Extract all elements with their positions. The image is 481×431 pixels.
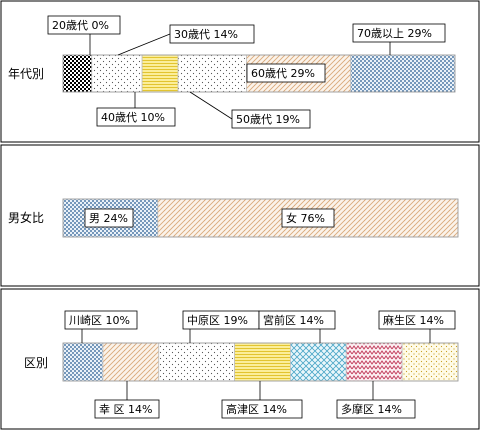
bar-segment-0-5 [350,54,456,93]
bar-segment-2-3 [234,342,291,382]
leader-line-0-3 [189,91,233,120]
bar-segment-2-2 [158,342,235,382]
bar-outline-0 [62,54,456,93]
row-label-gender: 男女比 [8,210,44,225]
data-label-box-0-0 [47,15,121,35]
data-label-2-6: 麻生区 14% [383,313,444,327]
bar-segment-0-2 [141,54,179,93]
bar-segment-0-3 [177,54,247,93]
data-label-box-2-3 [221,399,303,419]
data-label-box-0-5 [352,23,446,43]
data-label-2-2: 中原区 19% [187,314,248,327]
data-label-0-0: 20歳代 0% [52,19,109,32]
data-label-box-1-0 [84,208,134,228]
data-label-2-3: 高津区 14% [226,402,287,416]
data-label-box-2-6 [378,310,456,330]
bar-outline-2 [62,342,459,382]
leader-line-0-1 [117,33,171,56]
data-label-box-0-2 [96,107,176,127]
row-label-age: 年代別 [8,67,44,81]
data-label-box-1-1 [281,208,335,228]
data-label-2-1: 幸 区 14% [99,403,152,416]
data-label-box-0-4 [246,63,326,83]
bar-segment-2-5 [345,342,403,382]
row-label-ward: 区別 [24,356,48,370]
bar-segment-0-0 [62,54,93,93]
bar-segment-2-6 [401,342,459,382]
data-label-0-4: 60歳代 29% [251,67,315,80]
data-label-2-5: 多摩区 14% [341,402,402,416]
data-label-0-2: 40歳代 10% [101,111,165,124]
data-label-0-1: 30歳代 14% [174,28,238,41]
data-label-box-2-4 [258,310,336,330]
data-label-box-2-5 [336,399,416,419]
bar-segment-2-1 [102,342,160,382]
data-label-box-0-1 [169,24,255,44]
bar-outline-1 [62,198,459,238]
bar-segment-0-1 [91,54,143,93]
data-label-box-2-0 [64,310,138,330]
data-label-2-0: 川崎区 10% [69,313,130,327]
data-label-box-0-3 [231,109,311,129]
data-label-0-3: 50歳代 19% [236,113,300,126]
data-label-2-4: 宮前区 14% [263,313,324,327]
bar-segment-2-0 [62,342,104,382]
data-label-0-5: 70歳以上 29% [357,27,432,40]
data-label-box-2-1 [94,399,160,419]
data-label-1-0: 男 24% [89,212,128,225]
data-label-1-1: 女 76% [286,211,325,225]
bar-segment-2-4 [290,342,347,382]
